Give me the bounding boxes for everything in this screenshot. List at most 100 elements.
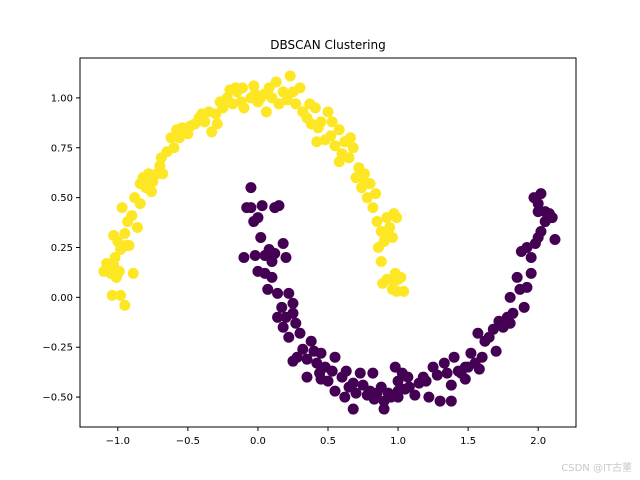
cluster-1-point — [283, 331, 295, 343]
cluster-1-point — [409, 389, 421, 401]
cluster-0-point — [311, 136, 323, 148]
x-axis: −1.0 −0.5 0.0 0.5 1.0 1.5 2.0 — [106, 427, 546, 447]
cluster-1-point — [287, 307, 299, 319]
cluster-1-point — [315, 373, 327, 385]
cluster-1-point — [472, 327, 484, 339]
cluster-0-point — [171, 124, 183, 136]
cluster-1-point — [340, 365, 352, 377]
cluster-0-point — [217, 102, 229, 114]
cluster-1-point — [525, 267, 537, 279]
cluster-0-point — [249, 88, 261, 100]
cluster-1-point — [301, 371, 313, 383]
cluster-1-point — [504, 291, 516, 303]
cluster-1-point — [504, 317, 516, 329]
cluster-1-point — [378, 403, 390, 415]
y-tick-label: 0.50 — [51, 193, 73, 204]
cluster-0-point — [145, 186, 157, 198]
cluster-0-point — [270, 76, 282, 88]
cluster-0-point — [398, 285, 410, 297]
cluster-0-point — [115, 289, 127, 301]
cluster-1-point — [277, 321, 289, 333]
cluster-1-point — [535, 226, 547, 238]
cluster-0-point — [344, 132, 356, 144]
cluster-1-point — [420, 375, 432, 387]
cluster-0-point — [333, 124, 345, 136]
cluster-0-point — [304, 98, 316, 110]
cluster-0-point — [391, 212, 403, 224]
cluster-1-point — [459, 373, 471, 385]
cluster-1-point — [266, 271, 278, 283]
cluster-1-point — [252, 212, 264, 224]
cluster-0-point — [356, 182, 368, 194]
cluster-1-point — [490, 345, 502, 357]
x-tick-label: 2.0 — [530, 436, 546, 447]
cluster-0-point — [361, 192, 373, 204]
x-tick-label: 1.0 — [390, 436, 406, 447]
cluster-0-point — [116, 202, 128, 214]
cluster-0-point — [119, 299, 131, 311]
y-tick-label: −0.25 — [42, 343, 73, 354]
cluster-1-point — [273, 200, 285, 212]
cluster-0-point — [113, 265, 125, 277]
cluster-0-point — [238, 102, 250, 114]
cluster-0-point — [134, 178, 146, 190]
cluster-0-point — [388, 275, 400, 287]
cluster-1-point — [423, 391, 435, 403]
cluster-1-point — [272, 311, 284, 323]
cluster-0-point — [134, 198, 146, 210]
cluster-0-point — [333, 156, 345, 168]
cluster-0-point — [119, 228, 131, 240]
cluster-1-point — [311, 357, 323, 369]
cluster-1-point — [445, 379, 457, 391]
cluster-1-point — [297, 343, 309, 355]
cluster-1-point — [521, 281, 533, 293]
cluster-1-point — [290, 317, 302, 329]
cluster-1-point — [535, 188, 547, 200]
cluster-0-point — [375, 255, 387, 267]
cluster-1-point — [367, 367, 379, 379]
cluster-0-point — [281, 94, 293, 106]
cluster-1-point — [255, 232, 267, 244]
cluster-1-point — [403, 381, 415, 393]
cluster-1-point — [518, 301, 530, 313]
cluster-1-point — [445, 395, 457, 407]
cluster-1-point — [238, 251, 250, 263]
x-tick-label: 0.0 — [250, 436, 266, 447]
cluster-0-point — [357, 172, 369, 184]
y-tick-label: 1.00 — [51, 93, 73, 104]
points-layer — [98, 70, 561, 415]
cluster-1-point — [402, 371, 414, 383]
cluster-1-point — [431, 369, 443, 381]
cluster-0-point — [284, 70, 296, 82]
cluster-1-point — [487, 323, 499, 335]
cluster-1-point — [315, 347, 327, 359]
cluster-1-point — [329, 385, 341, 397]
cluster-0-point — [322, 106, 334, 118]
y-axis: −0.50 −0.25 0.00 0.25 0.50 0.75 1.00 — [42, 93, 80, 404]
cluster-1-point — [245, 182, 257, 194]
cluster-0-point — [154, 160, 166, 172]
cluster-0-point — [127, 267, 139, 279]
cluster-1-point — [525, 251, 537, 263]
cluster-0-point — [131, 222, 143, 234]
cluster-1-point — [459, 361, 471, 373]
cluster-0-point — [211, 118, 223, 130]
cluster-1-point — [339, 391, 351, 403]
cluster-0-point — [315, 116, 327, 128]
x-tick-label: −0.5 — [176, 436, 200, 447]
cluster-0-point — [126, 210, 138, 222]
cluster-1-point — [448, 351, 460, 363]
cluster-0-point — [260, 106, 272, 118]
cluster-1-point — [294, 327, 306, 339]
y-tick-label: −0.50 — [42, 393, 73, 404]
cluster-1-point — [347, 403, 359, 415]
cluster-0-point — [273, 98, 285, 110]
cluster-1-point — [301, 353, 313, 365]
cluster-1-point — [262, 283, 274, 295]
cluster-1-point — [276, 301, 288, 313]
cluster-0-point — [108, 230, 120, 242]
y-tick-label: 0.75 — [51, 143, 73, 154]
cluster-1-point — [532, 206, 544, 218]
cluster-0-point — [347, 142, 359, 154]
cluster-0-point — [370, 188, 382, 200]
